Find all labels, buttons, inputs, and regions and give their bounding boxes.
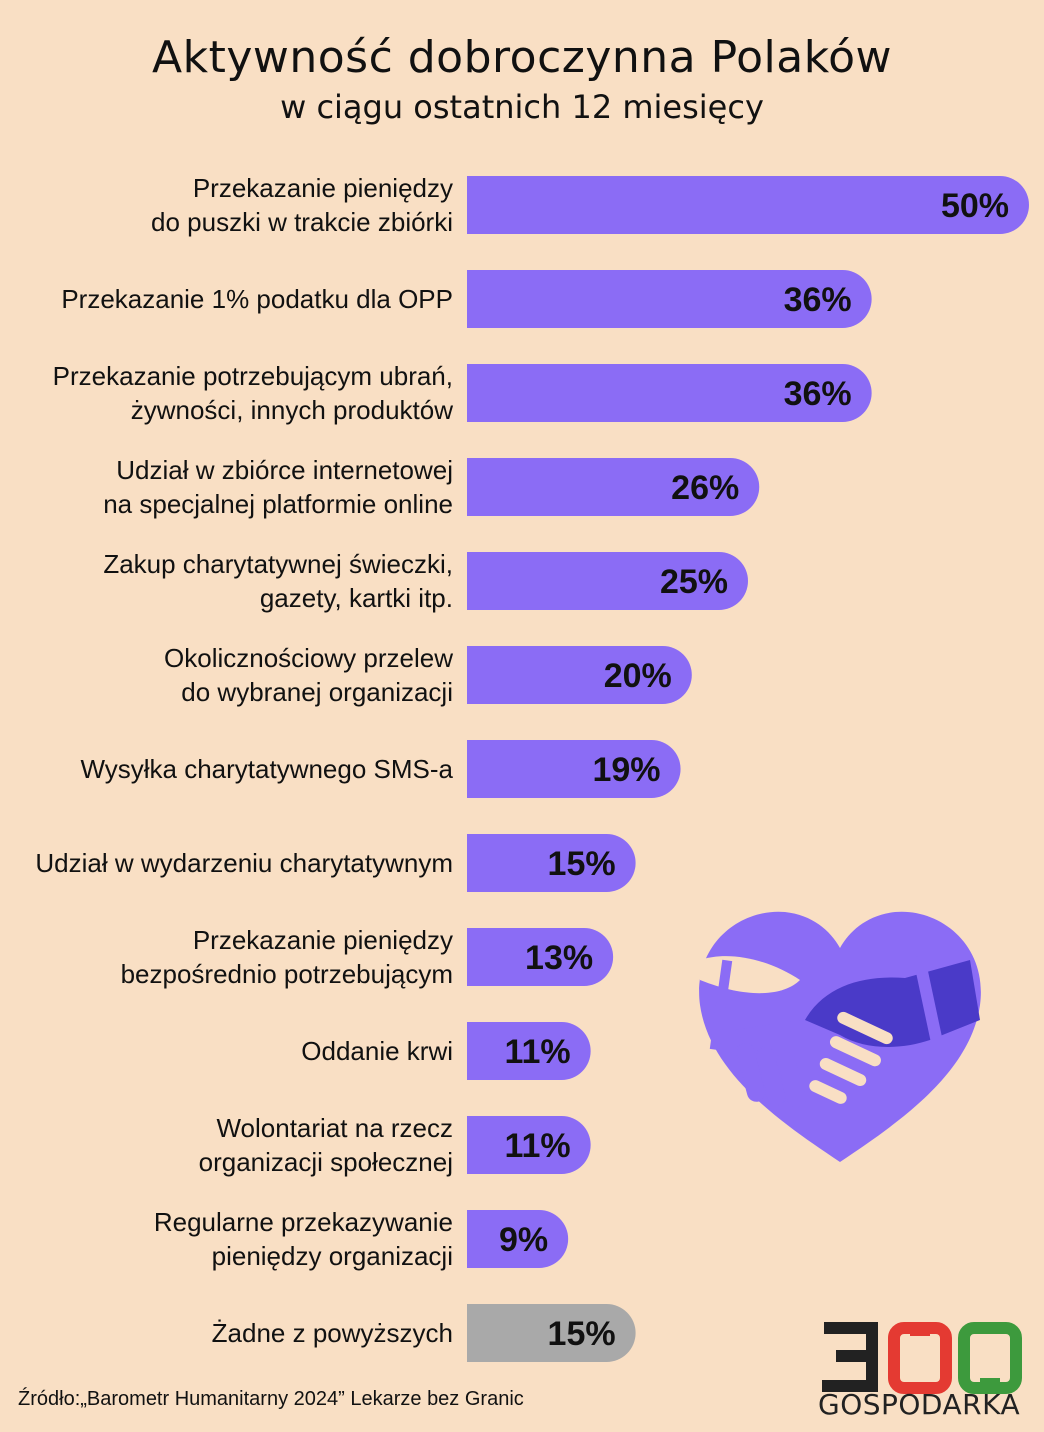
value-label: 11%	[504, 1127, 570, 1165]
category-label: Przekazanie pieniędzy	[193, 925, 453, 955]
bar	[467, 458, 760, 516]
value-label: 15%	[548, 1315, 616, 1353]
value-label: 50%	[941, 187, 1009, 225]
bar	[467, 176, 1029, 234]
value-label: 13%	[525, 939, 593, 977]
category-label: Przekazanie potrzebującym ubrań,	[53, 361, 453, 391]
category-label: na specjalnej platformie online	[103, 489, 453, 519]
category-label: Udział w wydarzeniu charytatywnym	[35, 848, 453, 878]
bar-chart: 50% Przekazanie pieniędzy do puszki w trak…	[35, 173, 1029, 1362]
value-label: 25%	[660, 563, 728, 601]
category-label: Wysyłka charytatywnego SMS-a	[80, 754, 453, 784]
chart-title: Aktywność dobroczynna Polaków	[151, 32, 893, 83]
bar	[467, 740, 681, 798]
bar	[467, 270, 872, 328]
category-label: bezpośrednio potrzebującym	[121, 959, 453, 989]
bar	[467, 1210, 569, 1268]
bar	[467, 1022, 591, 1080]
source-note: Źródło:„Barometr Humanitarny 2024” Lekar…	[18, 1388, 524, 1410]
bar	[467, 646, 692, 704]
category-label: pieniędzy organizacji	[212, 1241, 453, 1271]
heart-handshake-icon	[699, 911, 981, 1162]
category-label: Przekazanie 1% podatku dla OPP	[61, 284, 453, 314]
chart-subtitle: w ciągu ostatnich 12 miesięcy	[280, 88, 764, 126]
bar	[467, 1116, 591, 1174]
bar	[467, 834, 636, 892]
value-label: 9%	[499, 1221, 548, 1259]
category-label: Wolontariat na rzecz	[216, 1113, 453, 1143]
value-label: 11%	[504, 1033, 570, 1071]
category-label: organizacji społecznej	[199, 1147, 453, 1177]
bar	[467, 364, 872, 422]
bar	[467, 552, 748, 610]
category-label: Oddanie krwi	[301, 1036, 453, 1066]
bar	[467, 928, 614, 986]
category-label: Żadne z powyższych	[212, 1318, 453, 1348]
value-label: 36%	[784, 375, 852, 413]
logo-text: GOSPODARKA	[818, 1388, 1021, 1421]
value-label: 19%	[592, 751, 660, 789]
category-label: Udział w zbiórce internetowej	[116, 455, 453, 485]
value-label: 15%	[548, 845, 616, 883]
bar	[467, 1304, 636, 1362]
category-label: żywności, innych produktów	[131, 395, 453, 425]
category-label: do wybranej organizacji	[181, 677, 453, 707]
category-label: Regularne przekazywanie	[154, 1207, 453, 1237]
category-label: do puszki w trakcie zbiórki	[151, 207, 453, 237]
category-label: Okolicznościowy przelew	[164, 643, 453, 673]
category-label: Zakup charytatywnej świeczki,	[103, 549, 453, 579]
value-label: 36%	[784, 281, 852, 319]
logo-300-icon	[822, 1322, 1022, 1394]
category-label: Przekazanie pieniędzy	[193, 173, 453, 203]
value-label: 20%	[604, 657, 672, 695]
value-label: 26%	[671, 469, 739, 507]
category-label: gazety, kartki itp.	[260, 583, 453, 613]
